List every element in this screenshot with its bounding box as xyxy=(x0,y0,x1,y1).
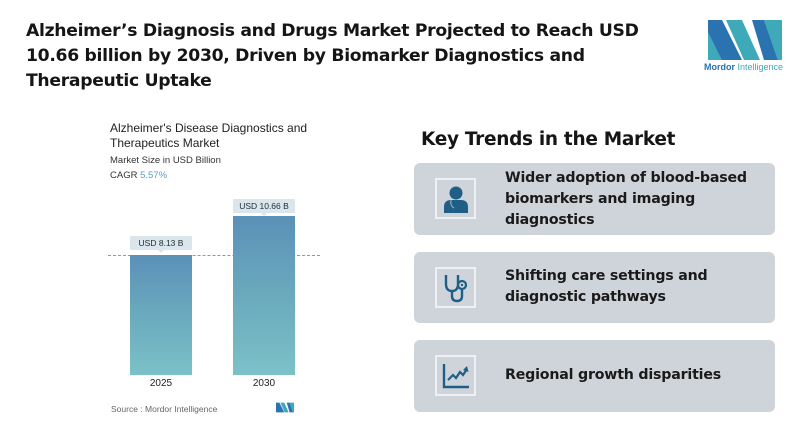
bar-2025 xyxy=(130,255,192,375)
bar-label-2030: USD 10.66 B xyxy=(233,199,295,216)
mordor-intelligence-logo-icon xyxy=(708,20,782,60)
cagr-value: 5.57% xyxy=(140,170,168,181)
growth-chart-icon xyxy=(435,355,476,396)
trend-text-3: Regional growth disparities xyxy=(505,367,721,383)
chart-source: Source : Mordor Intelligence xyxy=(111,404,218,414)
trend-card-2: Shifting care settings and diagnostic pa… xyxy=(414,252,775,323)
trend-card-1: Wider adoption of blood-based biomarkers… xyxy=(414,163,775,235)
x-tick-2025: 2025 xyxy=(149,378,173,389)
trend-text-2: Shifting care settings and diagnostic pa… xyxy=(505,268,708,305)
brand-logo: Mordor Intelligence xyxy=(704,20,786,76)
trend-card-3: Regional growth disparities xyxy=(414,340,775,412)
page-headline: Alzheimer’s Diagnosis and Drugs Market P… xyxy=(26,21,639,91)
stethoscope-icon xyxy=(435,267,476,308)
brand-name: Mordor Intelligence xyxy=(704,62,784,72)
bar-label-2025: USD 8.13 B xyxy=(130,236,192,253)
x-tick-2030: 2030 xyxy=(252,378,276,389)
bar-2030 xyxy=(233,216,295,375)
chart-subtitle: Market Size in USD Billion xyxy=(110,155,221,166)
doctor-icon xyxy=(435,178,476,219)
trends-title: Key Trends in the Market xyxy=(421,129,676,150)
source-logo-icon xyxy=(276,402,294,413)
trend-text-1: Wider adoption of blood-based biomarkers… xyxy=(505,170,747,228)
reference-dashed-line xyxy=(108,255,320,256)
chart-title: Alzheimer's Disease Diagnostics and Ther… xyxy=(110,121,308,150)
cagr-label: CAGR 5.57% xyxy=(110,170,168,181)
